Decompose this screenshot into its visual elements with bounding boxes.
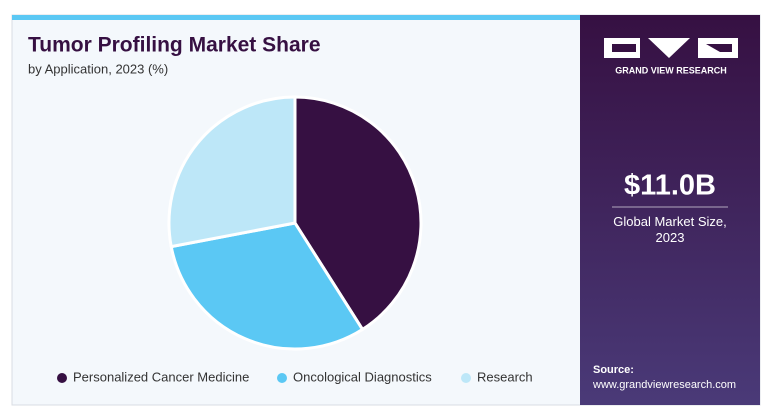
source-url: www.grandviewresearch.com [592, 379, 736, 391]
legend-label: Research [477, 369, 533, 384]
legend-label: Personalized Cancer Medicine [73, 369, 249, 384]
source-label: Source: [593, 364, 634, 376]
legend-label: Oncological Diagnostics [293, 369, 432, 384]
brand: GRAND VIEW RESEARCH [615, 65, 727, 75]
legend-marker [461, 373, 471, 383]
legend-marker [57, 373, 67, 383]
side-panel [580, 15, 760, 405]
market-size-label-box: Global Market Size, 2023 [613, 214, 727, 245]
market-size: $11.0B [624, 170, 716, 202]
top-stripe [12, 15, 580, 20]
logo [604, 38, 738, 58]
pie-slice [167, 95, 297, 249]
market-size-label: Global Market Size, 2023 [613, 214, 727, 245]
legend-marker [277, 373, 287, 383]
chart-title: Tumor Profiling Market Share [28, 34, 321, 57]
chart-subtitle: by Application, 2023 (%) [28, 61, 168, 76]
pie-slice [169, 221, 365, 351]
